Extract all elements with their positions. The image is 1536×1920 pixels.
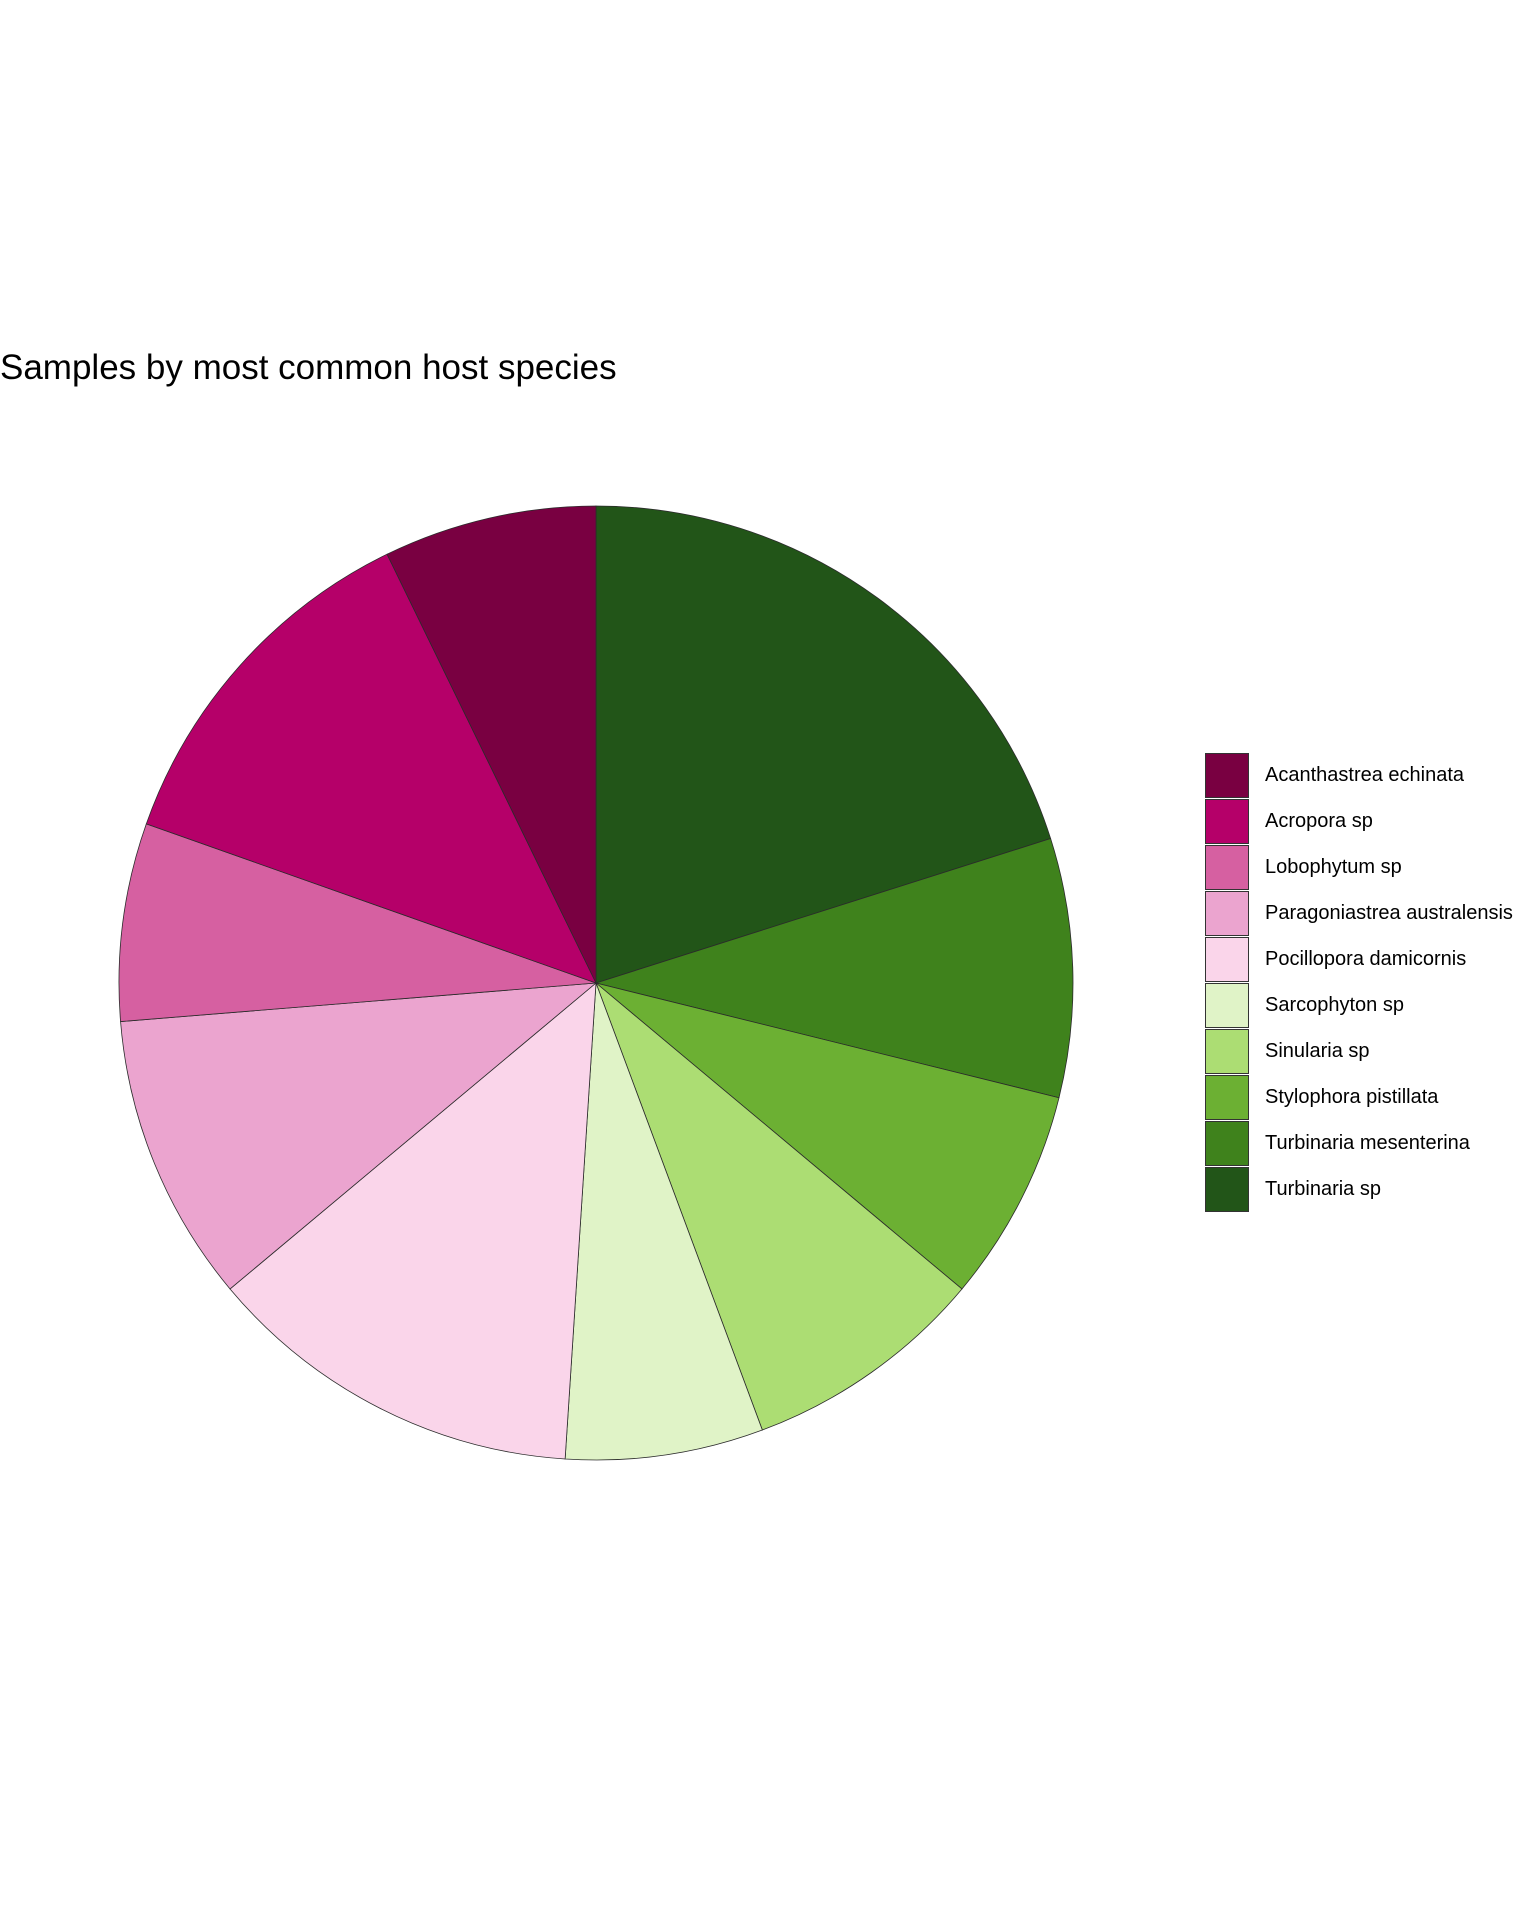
pie-slice-lobophytum-sp [118,823,597,1023]
pie-slice-acropora-sp [145,553,597,984]
legend-label: Lobophytum sp [1265,856,1402,878]
legend-swatch [1205,845,1249,890]
legend-label: Stylophora pistillata [1265,1086,1439,1108]
legend-label: Turbinaria mesenterina [1265,1132,1470,1154]
pie-slices [118,505,1074,1461]
legend-swatch [1205,1167,1249,1212]
legend-label: Acanthastrea echinata [1265,764,1465,786]
pie-slice-paragoniastrea-australensis [120,982,598,1290]
legend-swatch [1205,983,1249,1028]
legend-swatch [1205,799,1249,844]
legend-label: Acropora sp [1265,810,1373,832]
legend-swatch [1205,937,1249,982]
pie-slice-stylophora-pistillata [595,982,1060,1290]
legend-label: Paragoniastrea australensis [1265,902,1513,924]
pie-slice-turbinaria-sp [595,505,1052,984]
legend-swatch [1205,891,1249,936]
chart-title: Samples by most common host species [0,348,617,387]
pie-slice-acanthastrea-echinata [386,505,597,984]
legend-label: Sinularia sp [1265,1040,1370,1062]
pie-slice-turbinaria-mesenterina [594,838,1074,1099]
legend-label: Sarcophyton sp [1265,994,1404,1016]
pie-slice-pocillopora-damicornis [229,982,597,1460]
pie-slice-sinularia-sp [595,981,963,1431]
pie-slice-sarcophyton-sp [564,982,763,1461]
legend-swatch [1205,1075,1249,1120]
legend-label: Pocillopora damicornis [1265,948,1467,970]
legend-swatch [1205,1121,1249,1166]
legend-swatch [1205,753,1249,798]
legend-label: Turbinaria sp [1265,1178,1381,1200]
legend-swatch [1205,1029,1249,1074]
